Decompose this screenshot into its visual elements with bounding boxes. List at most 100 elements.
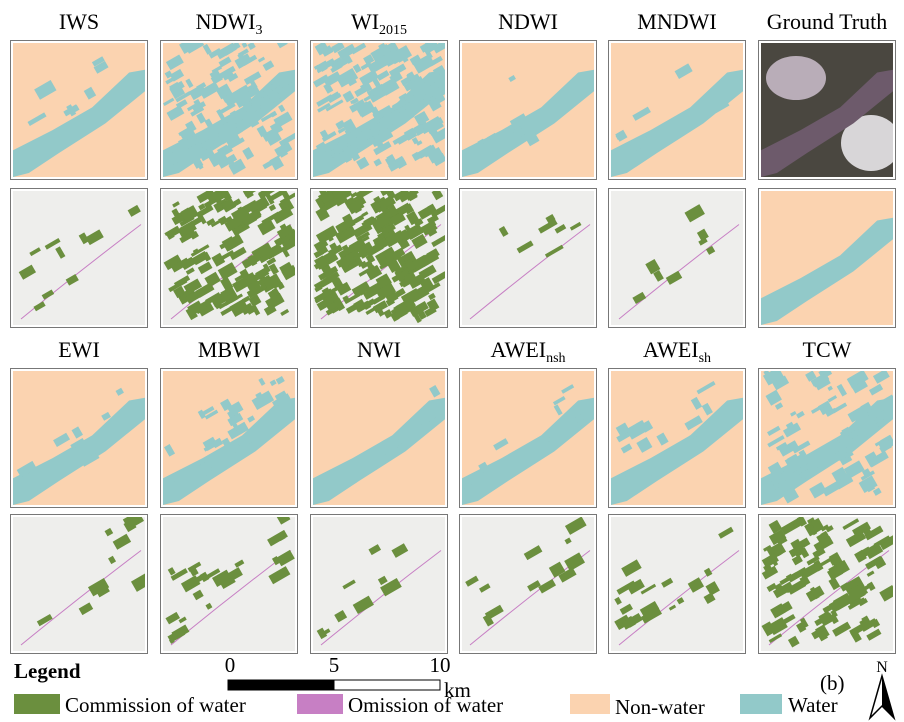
- map-content: [761, 367, 897, 505]
- title-sub: nsh: [546, 351, 565, 366]
- title-main: NWI: [357, 337, 401, 362]
- title-main: AWEI: [490, 337, 546, 362]
- background: [462, 517, 594, 651]
- panel-title: NDWI3: [196, 9, 263, 38]
- map-panel: [161, 369, 298, 508]
- map-content: [611, 43, 743, 177]
- map-panel: [460, 369, 597, 508]
- map-content: [313, 182, 448, 325]
- map-content: [13, 511, 153, 651]
- map-panel: [460, 515, 597, 654]
- scale-bar-black: [228, 680, 334, 690]
- map-content: [313, 371, 449, 505]
- map-panel: [311, 515, 448, 654]
- panel-title: EWI: [58, 337, 100, 362]
- map-content: [611, 371, 743, 505]
- legend-item: Water: [788, 693, 838, 717]
- title-main: EWI: [58, 337, 100, 362]
- map-content: [462, 516, 594, 651]
- map-panel: [609, 369, 746, 508]
- map-panel: [759, 515, 898, 654]
- panel-title: NDWI: [498, 9, 558, 34]
- legend-swatch: [14, 694, 60, 714]
- map-content: [462, 191, 594, 325]
- map-content: [163, 185, 303, 325]
- panel-title: WI2015: [351, 9, 407, 38]
- background: [13, 191, 145, 325]
- panel-title: NWI: [357, 337, 401, 362]
- title-main: AWEI: [643, 337, 699, 362]
- map-content: [313, 38, 452, 177]
- image-light: [766, 56, 826, 100]
- map-panel: [161, 35, 298, 180]
- title-main: IWS: [59, 9, 99, 34]
- map-panel: [759, 189, 896, 328]
- title-main: Ground Truth: [767, 9, 887, 34]
- map-panel: [460, 189, 597, 328]
- title-main: MNDWI: [637, 9, 716, 34]
- scale-tick: 5: [329, 653, 340, 677]
- map-panel: [11, 511, 153, 654]
- map-content: [611, 191, 743, 325]
- legend-swatch: [297, 694, 343, 714]
- panel-title: AWEInsh: [490, 337, 565, 366]
- title-main: TCW: [803, 337, 852, 362]
- panel-title: IWS: [59, 9, 99, 34]
- background: [462, 191, 594, 325]
- panel-title: TCW: [803, 337, 852, 362]
- title-sub: sh: [699, 351, 711, 366]
- map-panel: [460, 41, 597, 180]
- title-main: MBWI: [198, 337, 260, 362]
- legend-swatch: [570, 694, 610, 714]
- title-main: WI: [351, 9, 379, 34]
- scale-tick: 10: [430, 653, 451, 677]
- title-sub: 2015: [379, 23, 407, 38]
- map-content: [13, 371, 145, 505]
- panel-title: MBWI: [198, 337, 260, 362]
- map-panel: [759, 41, 902, 180]
- legend: Legend 0 5 10 km Commission of water Omi…: [14, 653, 894, 719]
- map-panel: [11, 189, 148, 328]
- map-content: [163, 371, 295, 505]
- map-panel: [759, 367, 897, 508]
- map-panel: [311, 369, 450, 508]
- title-main: NDWI: [196, 9, 256, 34]
- map-panel: [161, 512, 298, 654]
- legend-item: Omission of water: [348, 693, 503, 717]
- legend-title: Legend: [14, 659, 81, 683]
- title-main: NDWI: [498, 9, 558, 34]
- panel-title: MNDWI: [637, 9, 716, 34]
- background: [611, 191, 743, 325]
- map-content: [761, 43, 901, 177]
- map-content: [761, 515, 898, 651]
- scale-tick: 0: [225, 653, 236, 677]
- map-panel: [609, 41, 746, 180]
- background: [313, 517, 445, 651]
- map-content: [313, 517, 445, 651]
- map-content: [611, 517, 743, 651]
- map-content: [462, 371, 594, 505]
- map-panel: [311, 38, 453, 180]
- map-panel: [311, 182, 449, 328]
- page: {"groups": [ {"titles": [{"text": "IWS"}…: [0, 0, 904, 722]
- map-panel: [609, 515, 746, 654]
- north-label: N: [876, 659, 888, 676]
- legend-item: Commission of water: [65, 693, 246, 717]
- legend-swatch: [740, 694, 782, 714]
- map-content: [462, 43, 594, 177]
- figure: IWSNDWI3WI2015NDWIMNDWIGround TruthEWIMB…: [0, 0, 904, 722]
- map-panel: [11, 41, 148, 180]
- map-content: [13, 43, 145, 177]
- panel-title: AWEIsh: [643, 337, 711, 366]
- map-content: [13, 191, 145, 325]
- map-panel: [161, 185, 303, 328]
- map-content: [163, 512, 295, 651]
- map-panel: [609, 189, 746, 328]
- map-panel: [11, 369, 148, 508]
- panel-label: (b): [820, 671, 845, 695]
- map-content: [163, 35, 298, 177]
- legend-item: Non-water: [615, 695, 705, 719]
- map-content: [761, 191, 893, 325]
- title-sub: 3: [255, 23, 262, 38]
- scale-bar-white: [334, 680, 440, 690]
